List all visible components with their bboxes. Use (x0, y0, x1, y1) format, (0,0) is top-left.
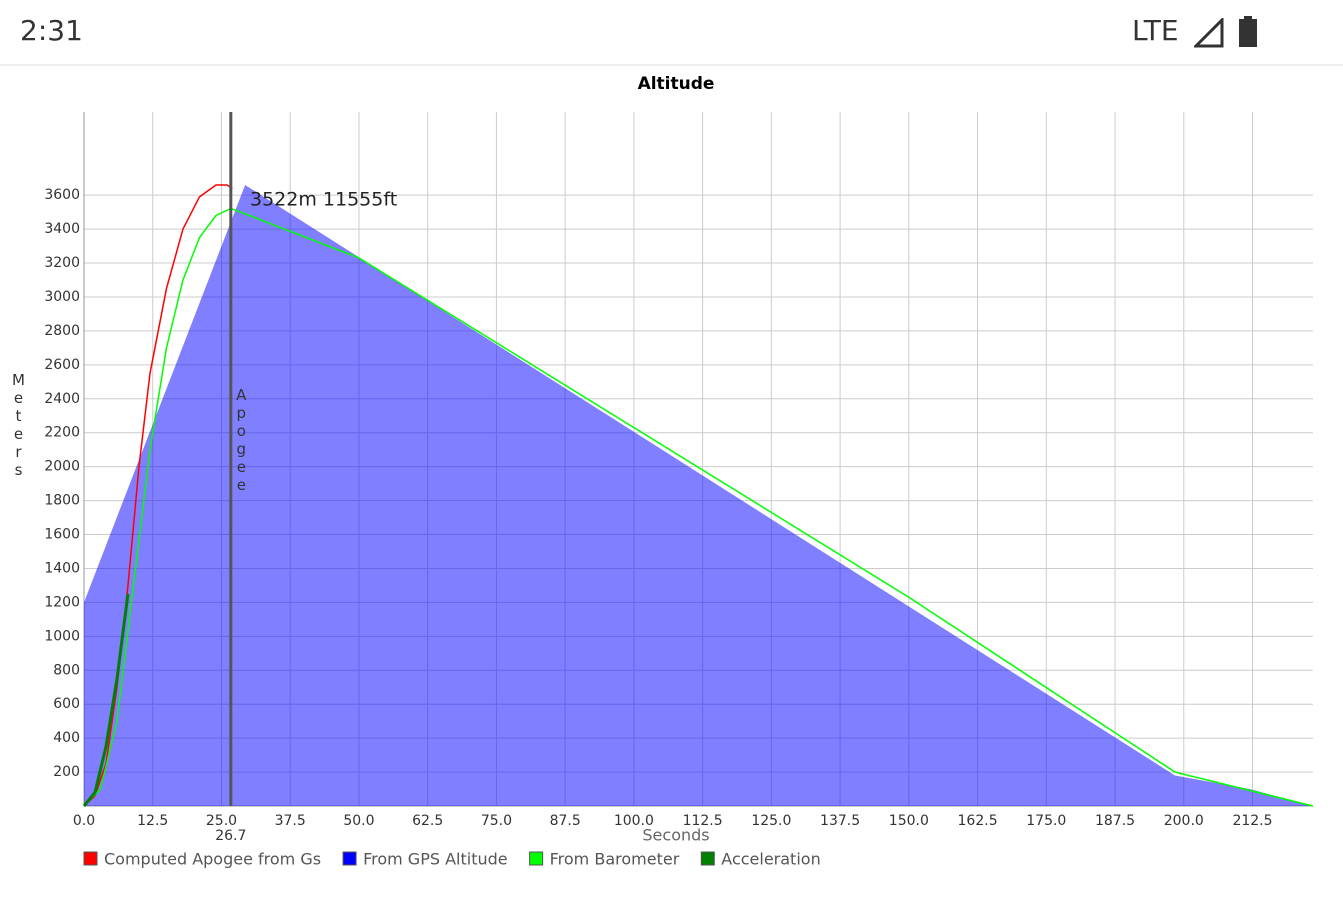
x-tick-label: 187.5 (1095, 813, 1135, 829)
x-tick-label: 212.5 (1232, 813, 1272, 829)
y-tick-label: 800 (53, 662, 80, 678)
signal-icon (1194, 18, 1224, 48)
chart-title: Altitude (638, 74, 715, 94)
x-tick-label: 12.5 (137, 813, 168, 829)
x-tick-label: 162.5 (958, 813, 998, 829)
x-tick-label: 112.5 (683, 813, 723, 829)
x-tick-label: 25.0 (206, 813, 237, 829)
chart: Altitude 200 400 600 800 1000 1200 1400 1600 180… (10, 74, 1314, 869)
y-tick-label: 2600 (44, 357, 80, 373)
y-tick-label: 600 (53, 696, 80, 712)
legend-label: From Barometer (550, 850, 680, 869)
clock: 2:31 (20, 14, 83, 47)
x-tick-label: 175.0 (1026, 813, 1066, 829)
legend-label: Computed Apogee from Gs (104, 850, 321, 869)
y-tick-label: 2800 (44, 323, 80, 339)
area (84, 184, 1313, 806)
legend-label: Acceleration (721, 850, 820, 869)
x-tick-label: 37.5 (275, 813, 306, 829)
y-tick-label: 400 (53, 730, 80, 746)
y-tick-label: 2200 (44, 425, 80, 441)
y-tick-label: 1000 (44, 628, 80, 644)
apogee-label: Apogee (232, 386, 250, 494)
y-tick-label: 1200 (44, 594, 80, 610)
x-tick-label: 75.0 (481, 813, 512, 829)
y-tick-label: 3200 (44, 255, 80, 271)
x-tick-label: 50.0 (343, 813, 374, 829)
x-tick-label: 150.0 (889, 813, 929, 829)
legend-label: From GPS Altitude (363, 850, 508, 869)
x-tick-label: 87.5 (550, 813, 581, 829)
y-tick-label: 3000 (44, 289, 80, 305)
y-tick-label: 1600 (44, 527, 80, 543)
y-tick-label: 2000 (44, 459, 80, 475)
x-tick-label: 200.0 (1164, 813, 1204, 829)
legend-swatch (700, 851, 715, 866)
y-axis-label: Meters (10, 371, 28, 479)
battery-icon (1239, 16, 1257, 47)
x-tick-label: 0.0 (73, 813, 95, 829)
x-tick-label: 137.5 (820, 813, 860, 829)
line (82, 593, 130, 807)
legend-swatch (342, 851, 357, 866)
line (83, 207, 1314, 807)
network: LTE (1132, 14, 1179, 47)
x-tick-label: 62.5 (412, 813, 443, 829)
status-bar: 2:31 LTE (0, 0, 1343, 66)
apogee-x-label: 26.7 (215, 828, 246, 844)
x-tick-label: 125.0 (751, 813, 791, 829)
y-tick-label: 1800 (44, 493, 80, 509)
y-tick-label: 200 (53, 764, 80, 780)
y-tick-label: 3600 (44, 187, 80, 203)
y-tick-label: 2400 (44, 391, 80, 407)
y-tick-label: 3400 (44, 221, 80, 237)
x-axis-label: Seconds (642, 826, 709, 845)
annotation: 3522m 11555ft (250, 189, 397, 211)
legend-swatch (529, 851, 544, 866)
legend-swatch (83, 851, 98, 866)
y-tick-label: 1400 (44, 560, 80, 576)
x-tick-label: 100.0 (614, 813, 654, 829)
